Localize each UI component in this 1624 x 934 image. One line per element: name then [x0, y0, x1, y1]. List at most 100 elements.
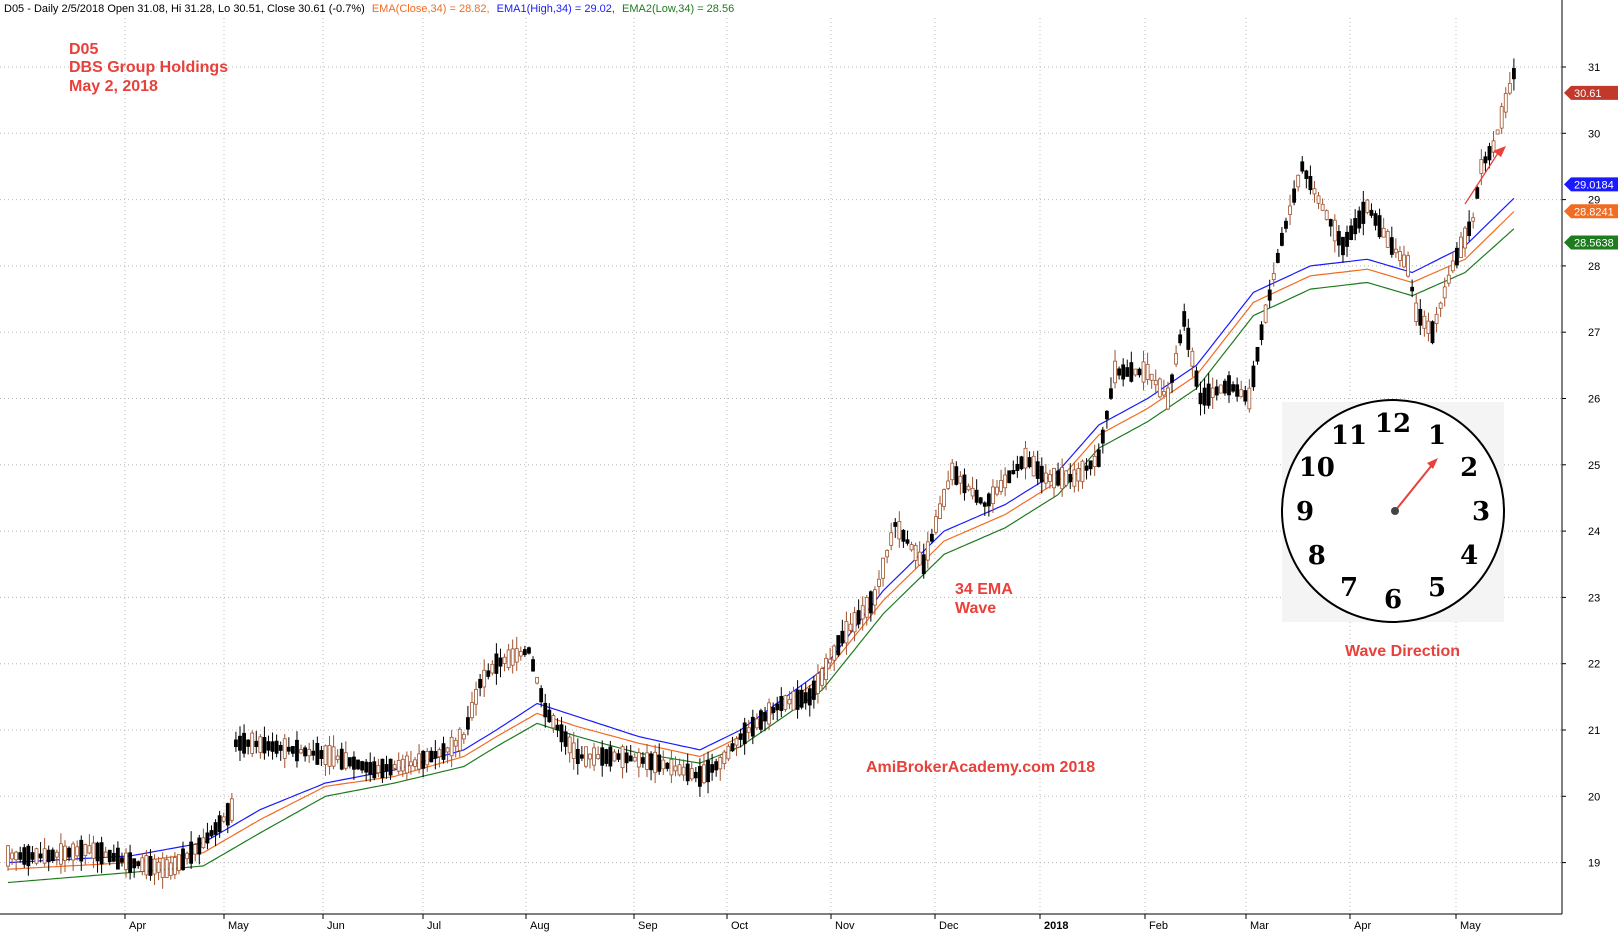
candle-down [795, 689, 800, 710]
candle-up [702, 764, 706, 784]
candle-down [1455, 247, 1459, 266]
candle-down [209, 830, 214, 837]
candle-down [433, 751, 438, 759]
candle-up [1434, 313, 1439, 324]
candle-down [22, 847, 27, 865]
candle-up [1426, 320, 1431, 334]
candle-down [1308, 176, 1313, 191]
candle-up [746, 727, 751, 733]
candle-up [1060, 467, 1065, 490]
header-ohlc: D05 - Daily 2/5/2018 Open 31.08, Hi 31.2… [4, 3, 365, 15]
candle-up [592, 747, 596, 766]
candle-down [441, 743, 446, 760]
candle-down [579, 754, 584, 759]
candle-down [1214, 386, 1219, 396]
candle-down [1345, 231, 1349, 247]
candle-up [1145, 363, 1150, 381]
candle-up [413, 759, 417, 767]
candle-down [575, 749, 580, 765]
candle-down [1377, 215, 1382, 238]
price-tags: 30.61 29.0184 28.8241 28.5638 [1564, 85, 1618, 250]
candle-up [673, 765, 678, 772]
candle-up [1316, 195, 1321, 204]
candle-up [999, 480, 1003, 492]
candle-down [600, 747, 605, 766]
x-month-label: Jun [327, 920, 345, 932]
candle-up [844, 621, 849, 644]
candle-down [1418, 308, 1423, 326]
candle-up [1149, 373, 1154, 381]
x-month-label: Apr [1354, 920, 1371, 932]
candle-up [535, 677, 539, 684]
candle-down [372, 761, 377, 779]
candle-down [714, 761, 719, 771]
y-tick-label: 31 [1588, 62, 1600, 74]
candle-up [1157, 378, 1162, 398]
candle-up [718, 757, 723, 770]
candle-up [1393, 248, 1398, 254]
candle-up [1312, 188, 1317, 195]
candle-up [1479, 159, 1484, 174]
candle-up [1080, 460, 1085, 483]
candle-up [282, 738, 287, 759]
candle-down [1487, 146, 1492, 161]
candle-down [421, 750, 426, 769]
candle-down [111, 852, 116, 862]
candle-up [417, 753, 421, 770]
candle-down [962, 474, 967, 494]
candle-down [95, 842, 100, 862]
candle-down [339, 748, 344, 770]
candle-down [213, 822, 218, 835]
x-month-label: Oct [731, 920, 748, 932]
candle-down [641, 757, 645, 764]
candle-up [832, 645, 837, 661]
candle-up [409, 761, 413, 767]
candle-down [1137, 368, 1142, 376]
candle-up [596, 754, 601, 759]
candle-up [160, 857, 165, 878]
candle-down [1019, 456, 1024, 470]
candle-down [1235, 384, 1240, 397]
price-tag-label: 30.61 [1574, 88, 1602, 100]
candle-down [189, 841, 194, 864]
candle-up [307, 748, 312, 757]
candle-up [791, 690, 796, 711]
candle-up [445, 747, 450, 753]
candle-down [547, 709, 552, 723]
candle-up [661, 759, 666, 770]
x-month-label: Aug [530, 920, 550, 932]
candle-up [1471, 217, 1476, 222]
candle-up [510, 648, 515, 666]
candle-up [1438, 302, 1443, 309]
candle-down [856, 610, 861, 625]
candle-down [1389, 237, 1394, 255]
price-tag: 28.5638 [1564, 235, 1618, 250]
candle-up [453, 739, 458, 747]
candle-up [1414, 302, 1419, 322]
candle-up [258, 736, 263, 753]
x-month-label: May [228, 920, 249, 932]
header-ema-low: EMA2(Low,34) = 28.56 [622, 3, 734, 15]
candle-down [478, 678, 483, 689]
candle-down [368, 762, 373, 775]
candle-down [750, 716, 755, 737]
candle-down [608, 746, 613, 767]
candle-up [1495, 129, 1500, 135]
candle-up [681, 766, 686, 776]
candle-down [738, 733, 743, 740]
candle-up [1446, 274, 1451, 284]
candle-up [1503, 93, 1508, 113]
candle-up [474, 689, 478, 705]
candle-down [347, 757, 352, 767]
candle-up [124, 852, 128, 870]
date-label: May 2, 2018 [69, 78, 158, 95]
candle-down [1206, 383, 1211, 406]
candle-down [1105, 410, 1109, 420]
candle-down [1361, 201, 1366, 224]
candle-up [958, 475, 963, 484]
clock-hand-tip [1427, 458, 1438, 469]
candle-down [807, 688, 812, 706]
candle-up [820, 668, 824, 686]
candle-down [360, 761, 364, 771]
